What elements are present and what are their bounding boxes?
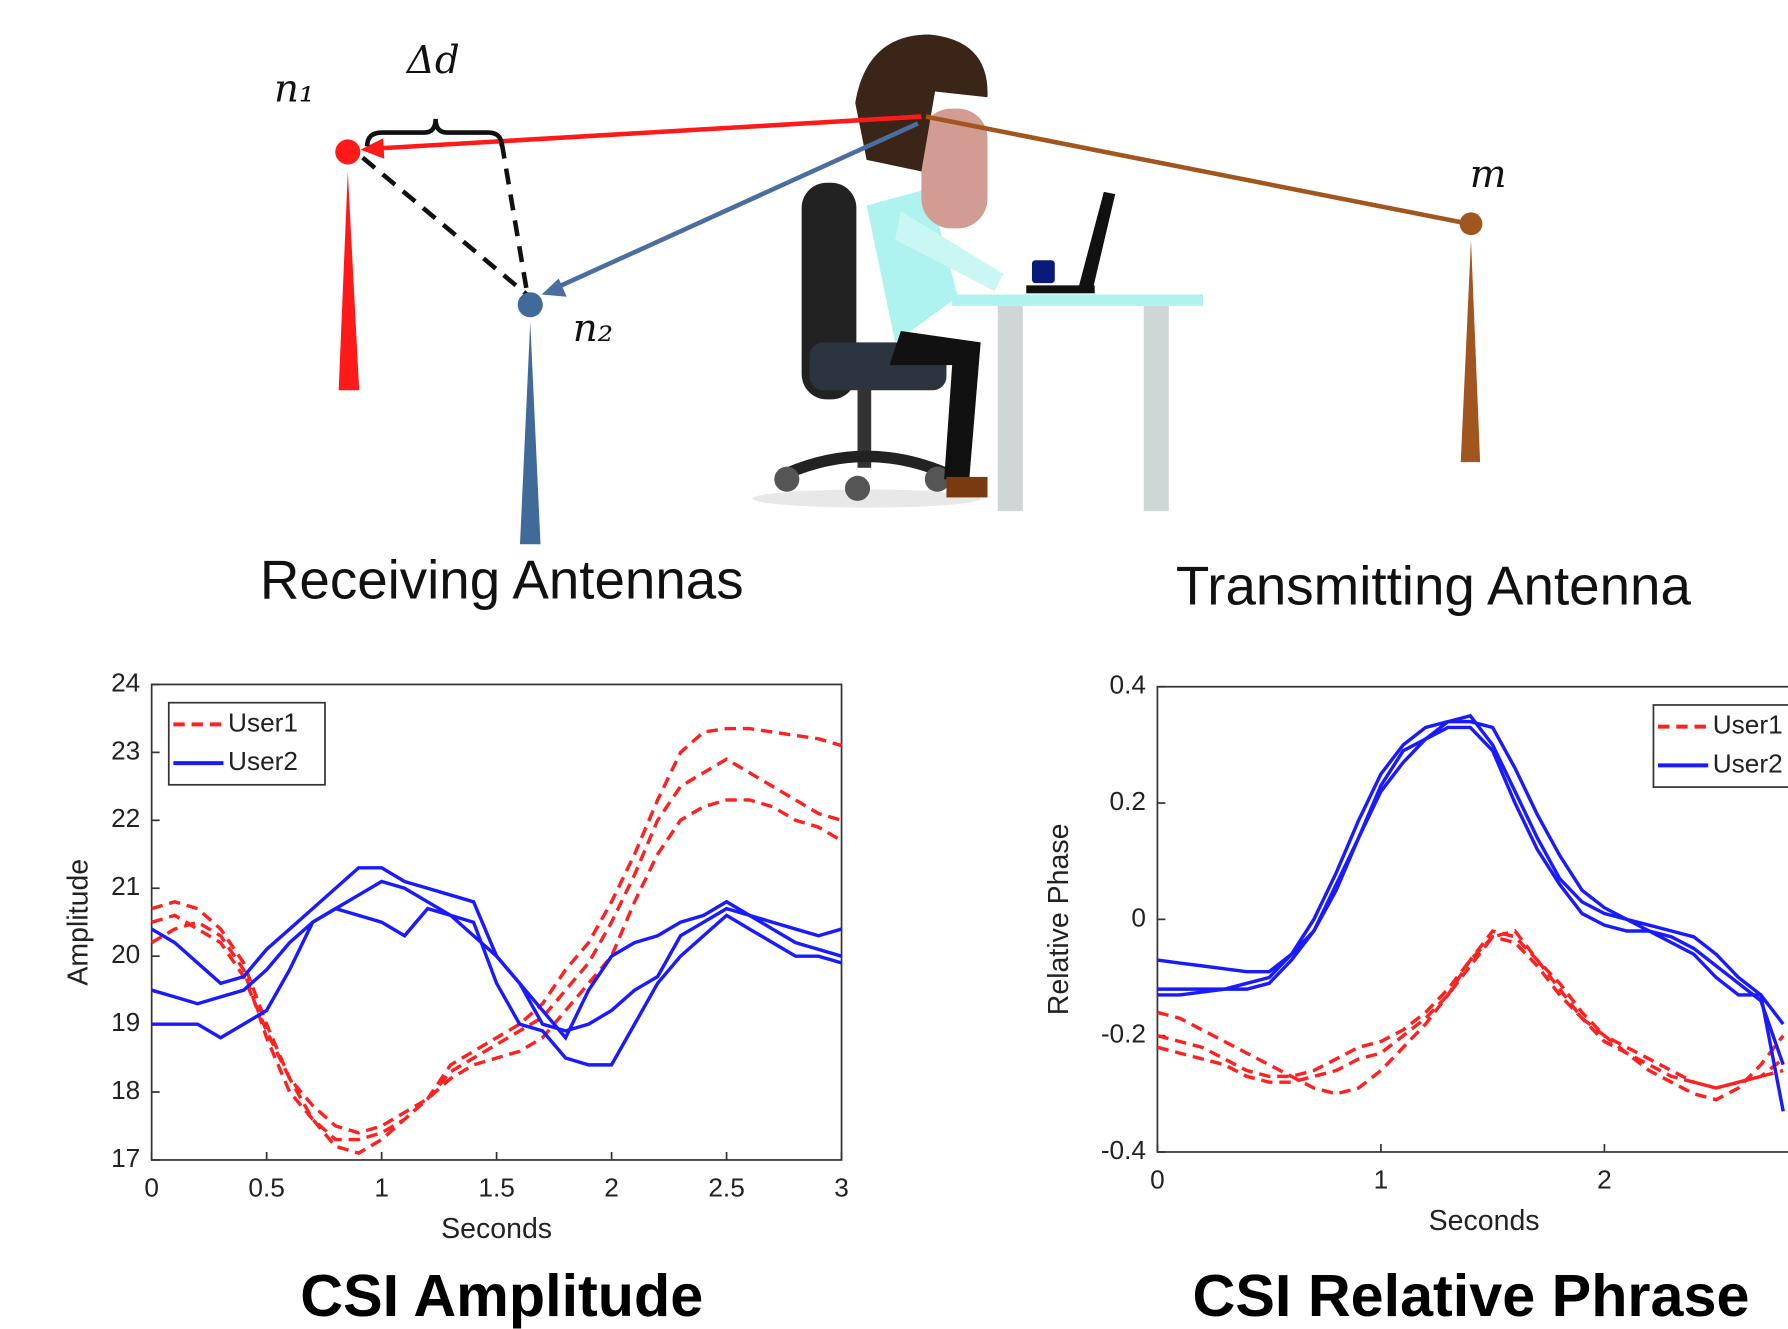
tx-ray — [926, 117, 1469, 224]
label-delta-d: Δd — [405, 38, 460, 83]
legend-label: User1 — [1713, 710, 1783, 740]
x-tick-label: 2 — [604, 1173, 619, 1203]
y-tick-label: -0.4 — [1101, 1135, 1146, 1165]
x-axis-label: Seconds — [441, 1213, 552, 1245]
legend-label: User1 — [228, 707, 298, 737]
y-axis-label: Relative Phase — [1043, 824, 1075, 1016]
tx-antenna — [1461, 240, 1480, 462]
x-tick-label: 1.5 — [478, 1173, 514, 1203]
x-tick-label: 3 — [834, 1173, 849, 1203]
path-diff — [363, 158, 527, 295]
node-m — [1460, 212, 1483, 235]
rx-antenna-1 — [339, 171, 360, 390]
legend-label: User2 — [228, 746, 298, 776]
x-tick-label: 1 — [374, 1173, 389, 1203]
y-tick-label: 18 — [111, 1075, 140, 1105]
y-tick-label: 20 — [111, 939, 140, 969]
caption: CSI Relative Phrase — [1193, 1262, 1750, 1329]
y-tick-label: -0.2 — [1101, 1019, 1146, 1049]
label-m: m — [1470, 152, 1507, 197]
person-illustration — [753, 34, 1203, 511]
path-diff — [502, 143, 527, 291]
figure: n₁ Δd n₂ m Receiving Antennas Transmitti… — [0, 0, 1788, 1329]
x-tick-label: 0.5 — [248, 1173, 284, 1203]
y-tick-label: 19 — [111, 1007, 140, 1037]
x-tick-label: 2.5 — [708, 1173, 744, 1203]
y-tick-label: 21 — [111, 871, 140, 901]
x-axis-label: Seconds — [1429, 1205, 1540, 1237]
x-tick-label: 1 — [1374, 1165, 1389, 1195]
y-tick-label: 24 — [111, 667, 140, 697]
transmitting-label: Transmitting Antenna — [1176, 554, 1692, 616]
x-tick-label: 0 — [1150, 1165, 1165, 1195]
arrowhead — [542, 279, 567, 297]
x-tick-label: 2 — [1597, 1165, 1612, 1195]
y-tick-label: 0 — [1131, 902, 1146, 932]
y-axis-label: Amplitude — [62, 859, 94, 986]
rx-antenna-2 — [520, 322, 541, 544]
page: {"diagram": {"n1": "n₁", "delta": "Δd", … — [0, 0, 1788, 1329]
y-tick-label: 17 — [111, 1143, 140, 1173]
y-tick-label: 22 — [111, 803, 140, 833]
caption: CSI Amplitude — [300, 1262, 703, 1329]
ray-n2 — [556, 123, 917, 287]
node-n1 — [335, 139, 360, 164]
y-tick-label: 23 — [111, 735, 140, 765]
label-n1: n₁ — [274, 66, 315, 111]
arrowhead — [360, 138, 384, 159]
label-n2: n₂ — [573, 306, 614, 351]
legend-label: User2 — [1713, 748, 1783, 778]
receiving-label: Receiving Antennas — [260, 549, 744, 611]
node-n2 — [518, 292, 543, 317]
y-tick-label: 0.2 — [1110, 786, 1146, 816]
y-tick-label: 0.4 — [1110, 670, 1146, 700]
x-tick-label: 0 — [144, 1173, 159, 1203]
